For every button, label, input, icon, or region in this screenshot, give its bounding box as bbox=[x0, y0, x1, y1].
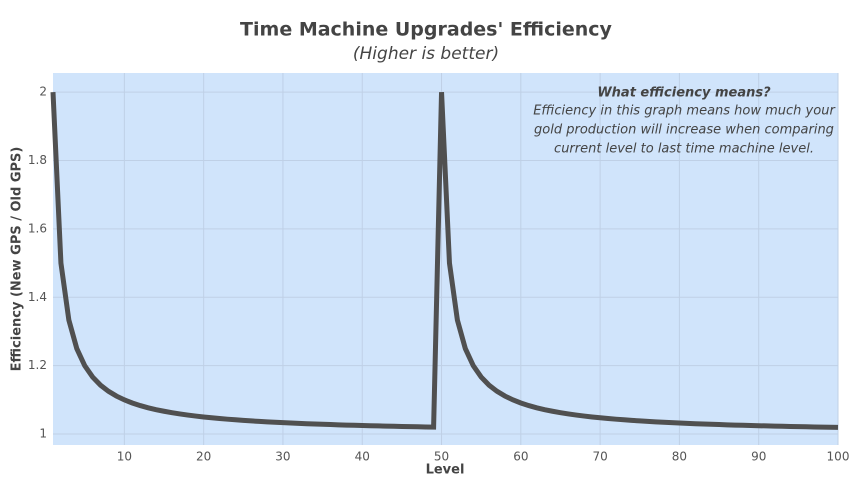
x-axis-label: Level bbox=[426, 463, 465, 478]
y-tick-label: 1.4 bbox=[28, 290, 47, 304]
y-tick-label: 1 bbox=[39, 427, 47, 441]
x-tick-label: 70 bbox=[592, 450, 607, 464]
annotation-line: Efficiency in this graph means how much … bbox=[533, 104, 836, 119]
annotation-line: current level to last time machine level… bbox=[554, 142, 814, 157]
y-tick-label: 1.8 bbox=[28, 153, 47, 167]
annotation-line: gold production will increase when compa… bbox=[534, 123, 834, 138]
x-tick-label: 40 bbox=[355, 450, 370, 464]
x-tick-label: 80 bbox=[672, 450, 687, 464]
y-tick-label: 2 bbox=[39, 85, 47, 99]
y-tick-label: 1.6 bbox=[28, 221, 47, 235]
x-tick-label: 10 bbox=[117, 450, 132, 464]
x-tick-label: 50 bbox=[434, 450, 449, 464]
y-tick-label: 1.2 bbox=[28, 358, 47, 372]
line-series bbox=[50, 92, 839, 430]
x-tick-label: 100 bbox=[827, 450, 850, 464]
chart-title: Time Machine Upgrades' Efficiency bbox=[240, 19, 612, 41]
annotation-title: What efficiency means? bbox=[597, 86, 771, 101]
y-axis-label: Efficiency (New GPS / Old GPS) bbox=[10, 147, 25, 372]
chart-subtitle: (Higher is better) bbox=[353, 44, 499, 64]
x-tick-label: 60 bbox=[513, 450, 528, 464]
x-tick-label: 20 bbox=[196, 450, 211, 464]
x-tick-label: 90 bbox=[751, 450, 766, 464]
x-tick-label: 30 bbox=[275, 450, 290, 464]
